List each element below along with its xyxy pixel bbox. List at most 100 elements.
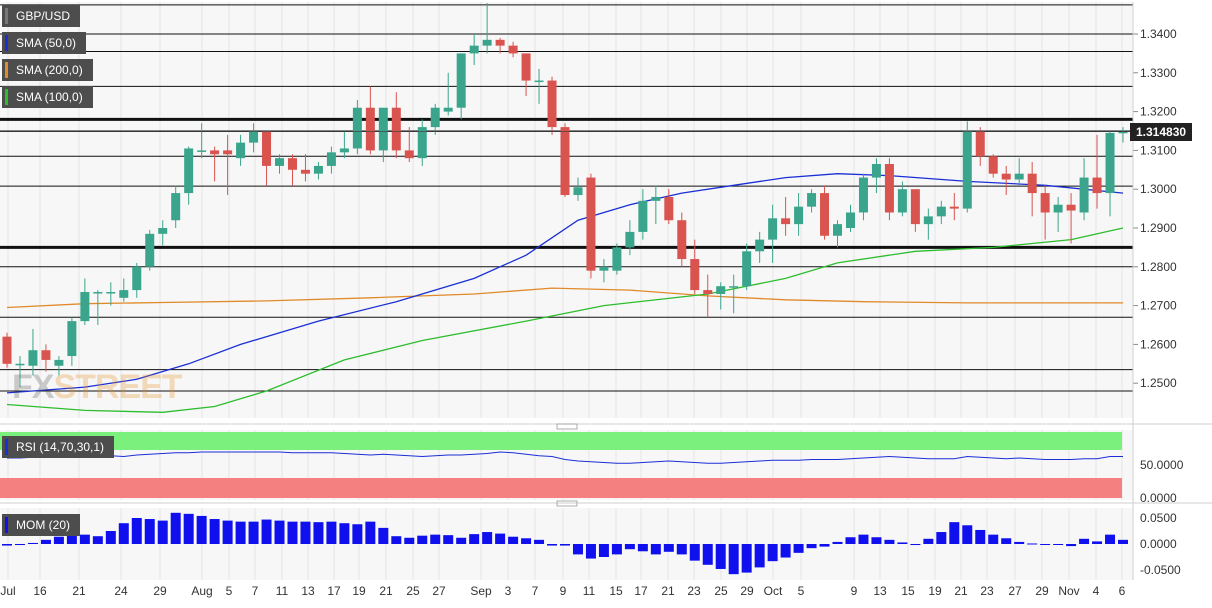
- mom-bar: [988, 534, 999, 544]
- mom-bar: [949, 522, 960, 544]
- mom-bar: [1092, 541, 1103, 544]
- x-tick-label: 21: [379, 584, 393, 598]
- mom-bar: [313, 522, 324, 544]
- symbol-label[interactable]: GBP/USD: [2, 5, 81, 27]
- x-tick-label: Aug: [191, 584, 212, 598]
- candle-up: [962, 131, 972, 209]
- candle-up: [275, 158, 285, 166]
- candle-up: [755, 239, 765, 252]
- candle-down: [521, 53, 531, 81]
- mom-bar: [118, 523, 129, 544]
- mom-bar: [248, 521, 259, 544]
- mom-bar: [469, 534, 480, 544]
- mom-bar: [404, 537, 415, 544]
- x-tick-label: 23: [687, 584, 701, 598]
- rsi-overbought-zone: [0, 432, 1122, 450]
- mom-bar: [832, 541, 843, 544]
- mom-bar: [105, 531, 116, 544]
- mom-bar: [521, 538, 532, 544]
- x-tick-label: 16: [33, 584, 47, 598]
- sma100-swatch: [5, 89, 8, 105]
- mom-bar: [1014, 541, 1025, 544]
- mom-bar: [871, 537, 882, 544]
- x-tick-label: 27: [1008, 584, 1022, 598]
- mom-bar: [482, 532, 493, 544]
- rsi-legend[interactable]: RSI (14,70,30,1): [2, 436, 115, 458]
- x-tick-label: 21: [72, 584, 86, 598]
- x-tick-label: 11: [583, 584, 596, 598]
- mom-bar: [910, 544, 921, 546]
- x-tick-label: Sep: [470, 584, 492, 598]
- candle-down: [586, 177, 596, 271]
- candle-down: [1001, 173, 1011, 180]
- mom-bar: [676, 544, 687, 555]
- candle-up: [93, 292, 103, 294]
- y-tick-label: 1.2900: [1140, 221, 1177, 235]
- mom-bar: [443, 535, 454, 544]
- y-tick-label: 1.3200: [1140, 105, 1177, 119]
- mom-bar: [858, 534, 869, 544]
- candle-up: [106, 292, 116, 294]
- candle-up: [871, 163, 881, 178]
- sma200-line: [6, 287, 1123, 309]
- candle-up: [845, 212, 855, 228]
- candle-up: [936, 206, 946, 217]
- mom-bar: [235, 521, 246, 544]
- candle-down: [300, 169, 310, 174]
- sma100-legend[interactable]: SMA (100,0): [2, 86, 93, 108]
- mom-bar: [170, 512, 181, 544]
- candle-up: [67, 321, 77, 357]
- mom-bar: [767, 544, 778, 562]
- x-tick-label: 17: [327, 584, 341, 598]
- sma50-swatch: [5, 35, 8, 51]
- mom-bar: [923, 538, 934, 544]
- candle-up: [339, 148, 349, 153]
- candle-up: [378, 107, 388, 151]
- y-tick-label: 1.3300: [1140, 66, 1177, 80]
- pane-resize-handle: [556, 423, 578, 430]
- mom-bar: [2, 544, 12, 546]
- candle-up: [119, 290, 129, 298]
- sma200-legend[interactable]: SMA (200,0): [2, 59, 93, 81]
- mom-bar: [1001, 538, 1012, 544]
- mom-bar: [754, 544, 765, 568]
- mom-legend[interactable]: MOM (20): [2, 514, 80, 536]
- x-tick-label: 13: [301, 584, 315, 598]
- candle-up: [184, 148, 194, 194]
- candle-up: [326, 152, 336, 166]
- candle-up: [807, 193, 817, 207]
- mom-bar: [897, 542, 908, 544]
- candle-up: [794, 206, 804, 225]
- mom-bar: [79, 534, 90, 544]
- candle-down: [988, 156, 998, 174]
- mom-bar: [702, 544, 713, 565]
- y-tick-label: 1.2600: [1140, 337, 1177, 351]
- candle-up: [132, 266, 142, 291]
- fxstreet-logo: FXSTREET: [12, 368, 183, 406]
- candle-up: [599, 266, 609, 271]
- mom-bar: [222, 520, 233, 544]
- candle-up: [236, 142, 246, 159]
- mom-bar: [585, 544, 596, 559]
- mom-bar: [1040, 544, 1051, 545]
- sma200-swatch: [5, 62, 8, 78]
- mom-bar: [274, 520, 285, 544]
- x-tick-label: 5: [798, 584, 805, 598]
- x-tick-label: 25: [714, 584, 728, 598]
- candle-down: [1027, 173, 1037, 194]
- candle-up: [430, 107, 440, 128]
- mom-bar: [598, 544, 609, 557]
- y-tick-label: 1.2700: [1140, 299, 1177, 313]
- candle-up: [833, 224, 843, 236]
- x-tick-label: 7: [532, 584, 539, 598]
- candle-down: [210, 150, 220, 155]
- mom-bar: [326, 521, 337, 544]
- mom-bar: [1105, 534, 1116, 544]
- mom-bar: [14, 544, 25, 546]
- rsi-y-tick-label: 50.0000: [1140, 458, 1184, 472]
- candle-up: [1079, 177, 1089, 213]
- mom-bar: [261, 519, 272, 544]
- sma50-legend[interactable]: SMA (50,0): [2, 32, 87, 54]
- mom-bar: [1118, 539, 1128, 544]
- sma100-line: [6, 227, 1124, 413]
